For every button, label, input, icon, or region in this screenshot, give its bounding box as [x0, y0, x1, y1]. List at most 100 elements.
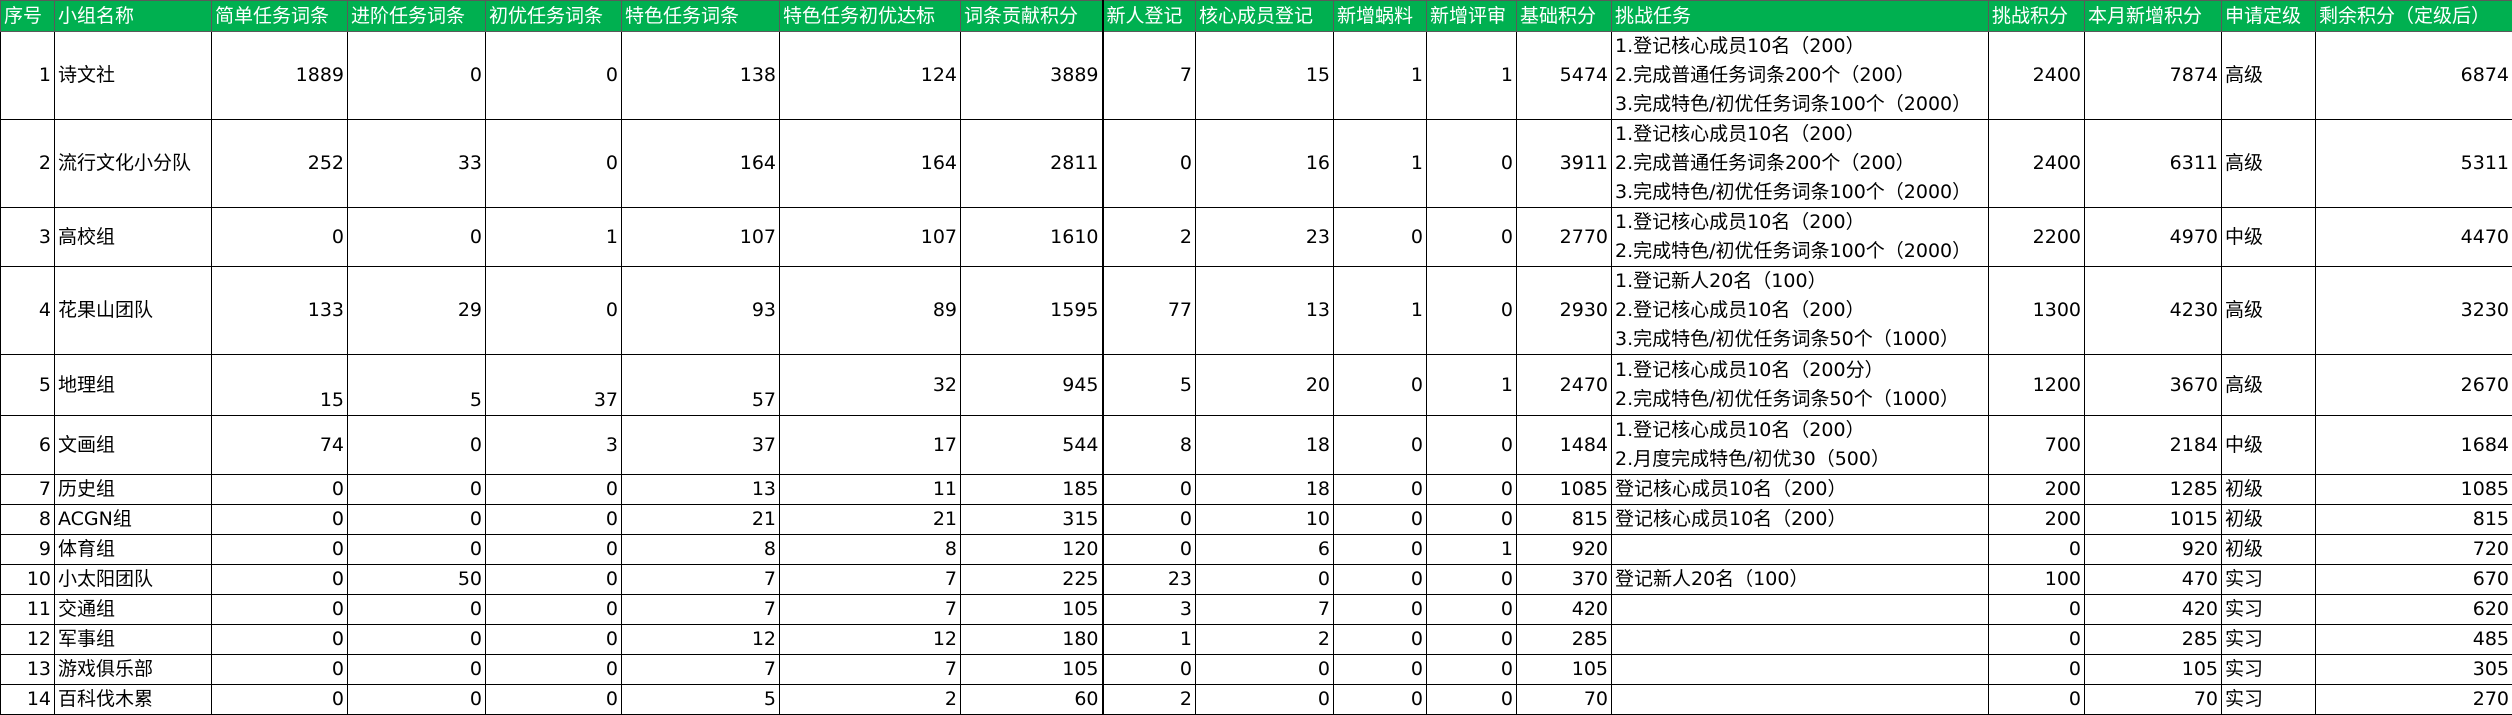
- cell-newbie[interactable]: 2: [1103, 685, 1196, 715]
- cell-month[interactable]: 2184: [2085, 416, 2222, 475]
- cell-snail[interactable]: 0: [1334, 565, 1427, 595]
- cell-snail[interactable]: 0: [1334, 655, 1427, 685]
- cell-challenge[interactable]: 2400: [1989, 32, 2085, 120]
- cell-special[interactable]: 5: [622, 685, 780, 715]
- cell-special-ok[interactable]: 32: [780, 355, 961, 416]
- cell-level[interactable]: 实习: [2222, 595, 2316, 625]
- cell-core[interactable]: 0: [1196, 685, 1334, 715]
- cell-simple[interactable]: 0: [212, 208, 348, 267]
- cell-challenge[interactable]: 2200: [1989, 208, 2085, 267]
- cell-special-ok[interactable]: 107: [780, 208, 961, 267]
- cell-month[interactable]: 6311: [2085, 120, 2222, 208]
- cell-newbie[interactable]: 3: [1103, 595, 1196, 625]
- cell-month[interactable]: 105: [2085, 655, 2222, 685]
- cell-advanced[interactable]: 0: [348, 475, 486, 505]
- cell-simple[interactable]: 74: [212, 416, 348, 475]
- cell-core[interactable]: 20: [1196, 355, 1334, 416]
- cell-challenge-tasks[interactable]: 1.登记核心成员10名（200）2.月度完成特色/初优30（500）: [1612, 416, 1989, 475]
- cell-newbie[interactable]: 23: [1103, 565, 1196, 595]
- cell-name[interactable]: 历史组: [55, 475, 212, 505]
- cell-contrib[interactable]: 2811: [961, 120, 1103, 208]
- cell-level[interactable]: 中级: [2222, 416, 2316, 475]
- cell-month[interactable]: 1015: [2085, 505, 2222, 535]
- header-cell[interactable]: 新增蜗料: [1334, 1, 1427, 32]
- cell-challenge[interactable]: 2400: [1989, 120, 2085, 208]
- cell-remain[interactable]: 720: [2316, 535, 2512, 565]
- cell-review[interactable]: 0: [1427, 208, 1517, 267]
- cell-name[interactable]: 花果山团队: [55, 267, 212, 355]
- cell-month[interactable]: 4970: [2085, 208, 2222, 267]
- cell-special-ok[interactable]: 21: [780, 505, 961, 535]
- cell-simple[interactable]: 0: [212, 475, 348, 505]
- cell-month[interactable]: 3670: [2085, 355, 2222, 416]
- cell-remain[interactable]: 620: [2316, 595, 2512, 625]
- header-cell[interactable]: 简单任务词条: [212, 1, 348, 32]
- cell-advanced[interactable]: 0: [348, 416, 486, 475]
- cell-month[interactable]: 285: [2085, 625, 2222, 655]
- cell-snail[interactable]: 0: [1334, 505, 1427, 535]
- cell-challenge[interactable]: 200: [1989, 475, 2085, 505]
- cell-special[interactable]: 164: [622, 120, 780, 208]
- cell-review[interactable]: 1: [1427, 535, 1517, 565]
- cell-advanced[interactable]: 0: [348, 685, 486, 715]
- cell-level[interactable]: 初级: [2222, 535, 2316, 565]
- cell-contrib[interactable]: 315: [961, 505, 1103, 535]
- header-cell[interactable]: 剩余积分（定级后）: [2316, 1, 2512, 32]
- cell-base[interactable]: 105: [1517, 655, 1612, 685]
- cell-remain[interactable]: 4470: [2316, 208, 2512, 267]
- cell-initial[interactable]: 3: [486, 416, 622, 475]
- cell-base[interactable]: 70: [1517, 685, 1612, 715]
- cell-level[interactable]: 高级: [2222, 355, 2316, 416]
- cell-snail[interactable]: 1: [1334, 267, 1427, 355]
- cell-advanced[interactable]: 29: [348, 267, 486, 355]
- cell-challenge[interactable]: 200: [1989, 505, 2085, 535]
- cell-challenge-tasks[interactable]: 登记核心成员10名（200）: [1612, 505, 1989, 535]
- cell-contrib[interactable]: 1595: [961, 267, 1103, 355]
- cell-remain[interactable]: 670: [2316, 565, 2512, 595]
- cell-challenge-tasks[interactable]: [1612, 655, 1989, 685]
- cell-simple[interactable]: 0: [212, 655, 348, 685]
- cell-challenge-tasks[interactable]: 1.登记核心成员10名（200分）2.完成特色/初优任务词条50个（1000）: [1612, 355, 1989, 416]
- cell-contrib[interactable]: 105: [961, 595, 1103, 625]
- cell-level[interactable]: 高级: [2222, 267, 2316, 355]
- cell-initial[interactable]: 1: [486, 208, 622, 267]
- cell-no[interactable]: 6: [1, 416, 55, 475]
- cell-newbie[interactable]: 0: [1103, 535, 1196, 565]
- cell-challenge-tasks[interactable]: [1612, 535, 1989, 565]
- header-cell[interactable]: 申请定级: [2222, 1, 2316, 32]
- cell-name[interactable]: 游戏俱乐部: [55, 655, 212, 685]
- cell-challenge[interactable]: 0: [1989, 685, 2085, 715]
- cell-challenge-tasks[interactable]: [1612, 685, 1989, 715]
- cell-month[interactable]: 70: [2085, 685, 2222, 715]
- cell-snail[interactable]: 0: [1334, 595, 1427, 625]
- cell-base[interactable]: 285: [1517, 625, 1612, 655]
- cell-special[interactable]: 107: [622, 208, 780, 267]
- cell-simple[interactable]: 0: [212, 685, 348, 715]
- cell-level[interactable]: 初级: [2222, 505, 2316, 535]
- cell-challenge-tasks[interactable]: [1612, 595, 1989, 625]
- cell-no[interactable]: 1: [1, 32, 55, 120]
- cell-initial[interactable]: 0: [486, 685, 622, 715]
- cell-core[interactable]: 13: [1196, 267, 1334, 355]
- cell-month[interactable]: 420: [2085, 595, 2222, 625]
- cell-challenge-tasks[interactable]: 1.登记核心成员10名（200）2.完成普通任务词条200个（200）3.完成特…: [1612, 32, 1989, 120]
- cell-name[interactable]: ACGN组: [55, 505, 212, 535]
- cell-initial[interactable]: 0: [486, 475, 622, 505]
- cell-snail[interactable]: 0: [1334, 208, 1427, 267]
- cell-base[interactable]: 5474: [1517, 32, 1612, 120]
- cell-no[interactable]: 2: [1, 120, 55, 208]
- cell-base[interactable]: 2770: [1517, 208, 1612, 267]
- cell-level[interactable]: 实习: [2222, 565, 2316, 595]
- cell-snail[interactable]: 0: [1334, 416, 1427, 475]
- cell-review[interactable]: 1: [1427, 32, 1517, 120]
- cell-remain[interactable]: 1085: [2316, 475, 2512, 505]
- cell-contrib[interactable]: 945: [961, 355, 1103, 416]
- cell-base[interactable]: 2470: [1517, 355, 1612, 416]
- cell-name[interactable]: 百科伐木累: [55, 685, 212, 715]
- cell-special[interactable]: 21: [622, 505, 780, 535]
- header-cell[interactable]: 挑战任务: [1612, 1, 1989, 32]
- cell-core[interactable]: 7: [1196, 595, 1334, 625]
- cell-initial[interactable]: 0: [486, 595, 622, 625]
- cell-snail[interactable]: 0: [1334, 625, 1427, 655]
- cell-level[interactable]: 高级: [2222, 32, 2316, 120]
